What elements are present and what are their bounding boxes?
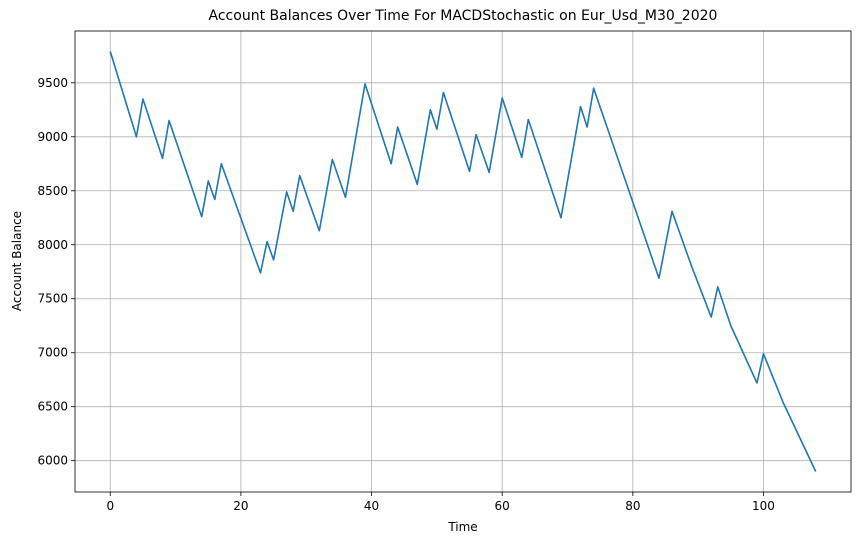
y-tick-label: 6000 xyxy=(37,454,68,468)
axes: 0 20 40 60 80 100 6000 6500 7000 7500 8000 8500 9000… xyxy=(37,30,852,513)
y-axis-label: Account Balance xyxy=(10,211,24,311)
x-axis-label: Time xyxy=(447,520,477,534)
y-tick-label: 8500 xyxy=(37,184,68,198)
y-tick-label: 9000 xyxy=(37,130,68,144)
x-tick-label: 100 xyxy=(752,499,775,513)
x-tick-label: 80 xyxy=(625,499,640,513)
x-tick-label: 20 xyxy=(233,499,248,513)
y-tick-label: 8000 xyxy=(37,238,68,252)
y-tick-label: 6500 xyxy=(37,400,68,414)
y-tick-label: 9500 xyxy=(37,76,68,90)
series-layer xyxy=(109,51,817,472)
y-tick-label: 7000 xyxy=(37,346,68,360)
chart-title: Account Balances Over Time For MACDStoch… xyxy=(209,8,718,24)
y-tick-label: 7500 xyxy=(37,292,68,306)
x-tick-label: 0 xyxy=(106,499,114,513)
grid xyxy=(75,31,851,492)
series-line xyxy=(109,51,817,472)
x-tick-label: 40 xyxy=(364,499,379,513)
plot-frame xyxy=(74,30,852,493)
x-tick-label: 60 xyxy=(495,499,510,513)
